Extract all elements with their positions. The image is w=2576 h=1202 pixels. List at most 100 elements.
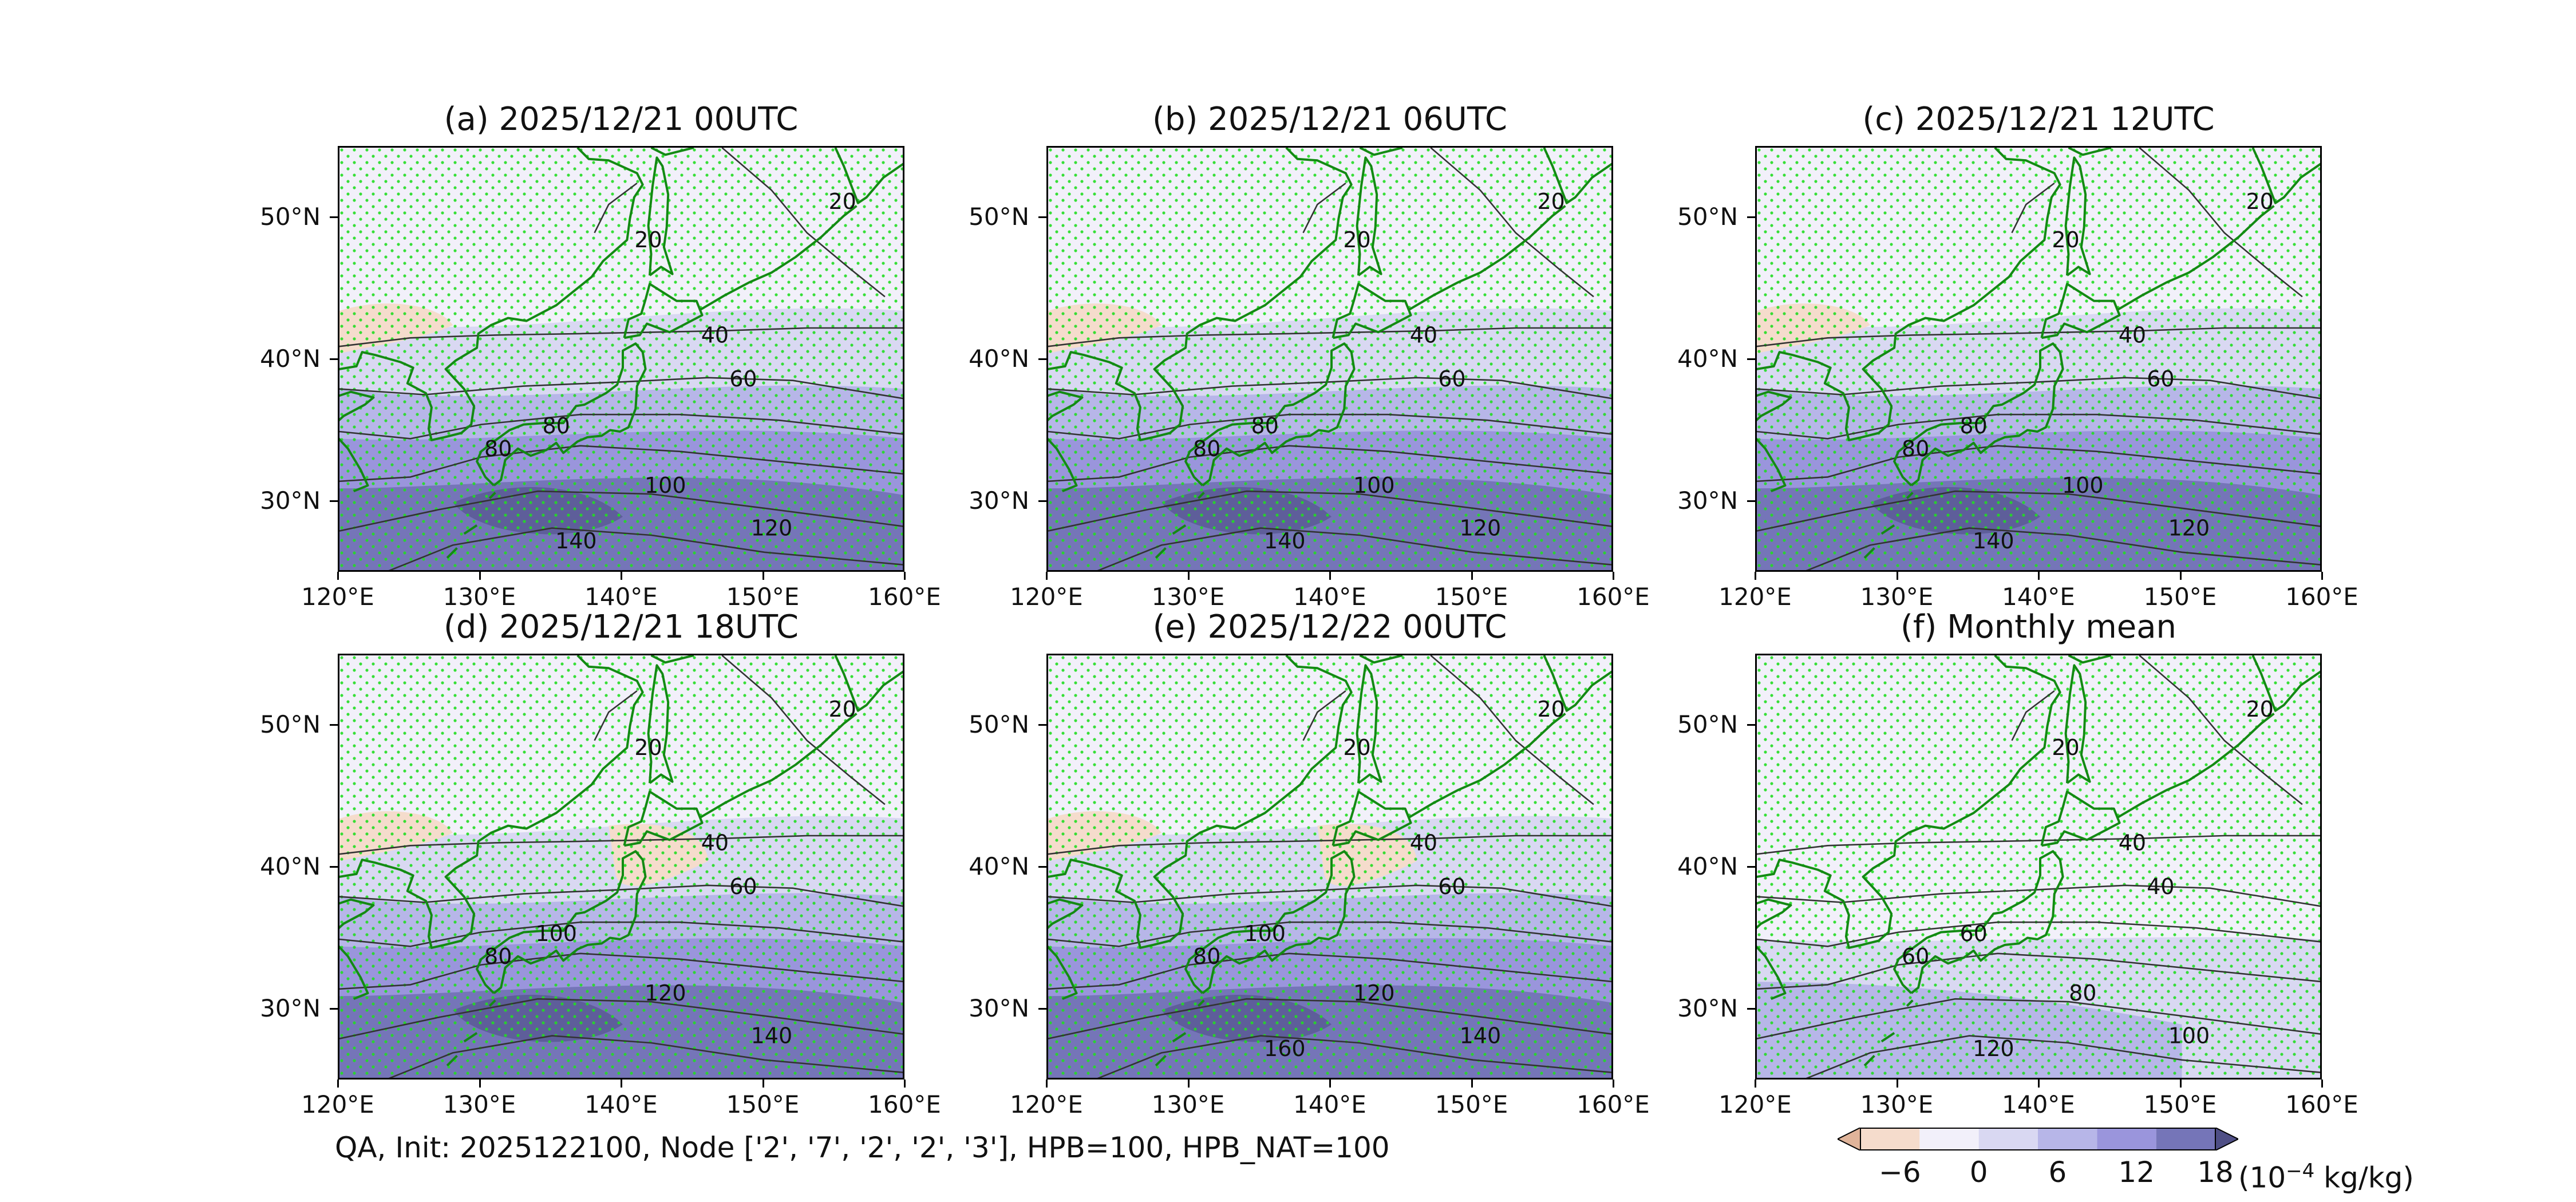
contour-label: 120 [645,980,686,1006]
contour-line [339,952,903,990]
colorbar-segment [1860,1128,1920,1150]
contour-line [2011,690,2055,741]
contour-label: 80 [1193,944,1220,969]
coastline [1409,205,1566,311]
x-tick-mark [2321,1080,2323,1088]
map-panel: (d) 2025/12/21 18UTC 20 20 40 60 80 100 120 140 5… [260,609,941,1118]
map-area: 20 20 40 60 80 100 120 140 160 [1046,654,1613,1080]
coastline [834,655,903,712]
x-tick-mark [1187,572,1190,580]
y-tick-label: 50°N [260,710,321,738]
contour-label: 20 [2246,697,2273,722]
colorbar-segment [1919,1128,1979,1150]
x-tick-label: 160°E [2285,583,2358,611]
coastline [476,342,647,487]
coastline [446,547,458,559]
coastline [2068,655,2112,664]
contour-label: 120 [1353,980,1395,1006]
x-tick-mark [2321,572,2323,580]
contour-label: 60 [729,366,757,392]
contour-label: 80 [484,436,512,461]
contour-label: 140 [751,1023,793,1049]
contour-line [339,884,903,907]
coastline [1332,283,1412,339]
colorbar-segment [2156,1128,2215,1150]
contour-line [721,148,886,298]
panel-title: (c) 2025/12/21 12UTC [1862,101,2215,138]
x-tick-label: 150°E [726,583,800,611]
map-area: 20 20 40 60 80 80 100 120 140 [1755,146,2322,572]
contour-label: 20 [2246,189,2273,214]
y-tick-label: 30°N [969,994,1029,1022]
contour-label: 80 [542,413,570,438]
coastline [1197,492,1205,500]
coastline [1359,655,1403,664]
contour-line [339,490,903,532]
coastline [488,999,496,1007]
contour-line [339,377,903,400]
x-tick-mark [1755,1080,1756,1088]
coastline [446,1054,458,1067]
x-tick-label: 140°E [1293,583,1366,611]
x-tick-label: 130°E [442,1090,516,1118]
colorbar-segment [2097,1128,2156,1150]
x-tick-mark [621,1080,622,1088]
panel-title: (b) 2025/12/21 06UTC [1152,101,1507,138]
y-tick-mark [330,724,338,726]
contour-line [1097,527,1611,570]
colorbar-extend-min [1838,1128,1861,1150]
x-tick-mark [1896,1080,1898,1088]
map-panel: (e) 2025/12/22 00UTC 20 20 40 60 80 100 120 140 1… [969,609,1650,1118]
colorbar-segment [1978,1128,2038,1150]
x-tick-label: 150°E [1435,583,1508,611]
contour-line [339,921,903,947]
contour-line [388,1035,903,1078]
coastline [1757,655,2061,1001]
x-tick-mark [2038,1080,2040,1088]
x-tick-label: 160°E [1577,583,1650,611]
contour-line [339,413,903,440]
x-tick-mark [1329,572,1331,580]
x-tick-label: 140°E [584,1090,658,1118]
contour-line [339,327,903,347]
y-tick-mark [1747,724,1755,726]
coastline [1906,492,1914,500]
contour-label: 40 [2119,322,2146,347]
coastline [339,655,644,1001]
y-tick-mark [1747,500,1755,502]
x-tick-mark [337,572,339,580]
coastline [476,850,647,994]
coastline [1048,655,1353,1001]
contour-line [339,445,903,483]
coastline [700,713,858,819]
contour-line [2139,148,2303,298]
coastline [1409,713,1566,819]
y-tick-label: 50°N [969,203,1029,231]
contour-line [1757,884,2320,907]
y-tick-label: 50°N [1677,710,1738,738]
map-area: 20 20 40 60 80 80 100 120 140 [1046,146,1613,572]
x-tick-label: 150°E [2143,1090,2217,1118]
y-tick-label: 40°N [969,345,1029,373]
contour-label: 120 [1460,516,1502,541]
x-tick-mark [337,1080,339,1088]
colorbar-tick-label: 6 [2048,1156,2067,1189]
coastline [488,492,496,500]
coastline [339,148,644,493]
contour-label: 120 [1973,1036,2014,1061]
contour-line [1048,835,1611,855]
y-tick-label: 40°N [1677,345,1738,373]
contour-line [2011,182,2055,234]
coastline [1893,850,2064,994]
contour-label: 60 [729,874,757,899]
contour-label: 40 [1410,322,1437,347]
coastline [623,283,704,339]
contour-label: 80 [1902,436,1929,461]
coastline [463,524,478,535]
contour-line [1757,327,2320,347]
coastline [2117,205,2275,311]
contour-label: 140 [555,528,597,553]
y-tick-mark [330,1008,338,1010]
x-tick-mark [904,1080,906,1088]
